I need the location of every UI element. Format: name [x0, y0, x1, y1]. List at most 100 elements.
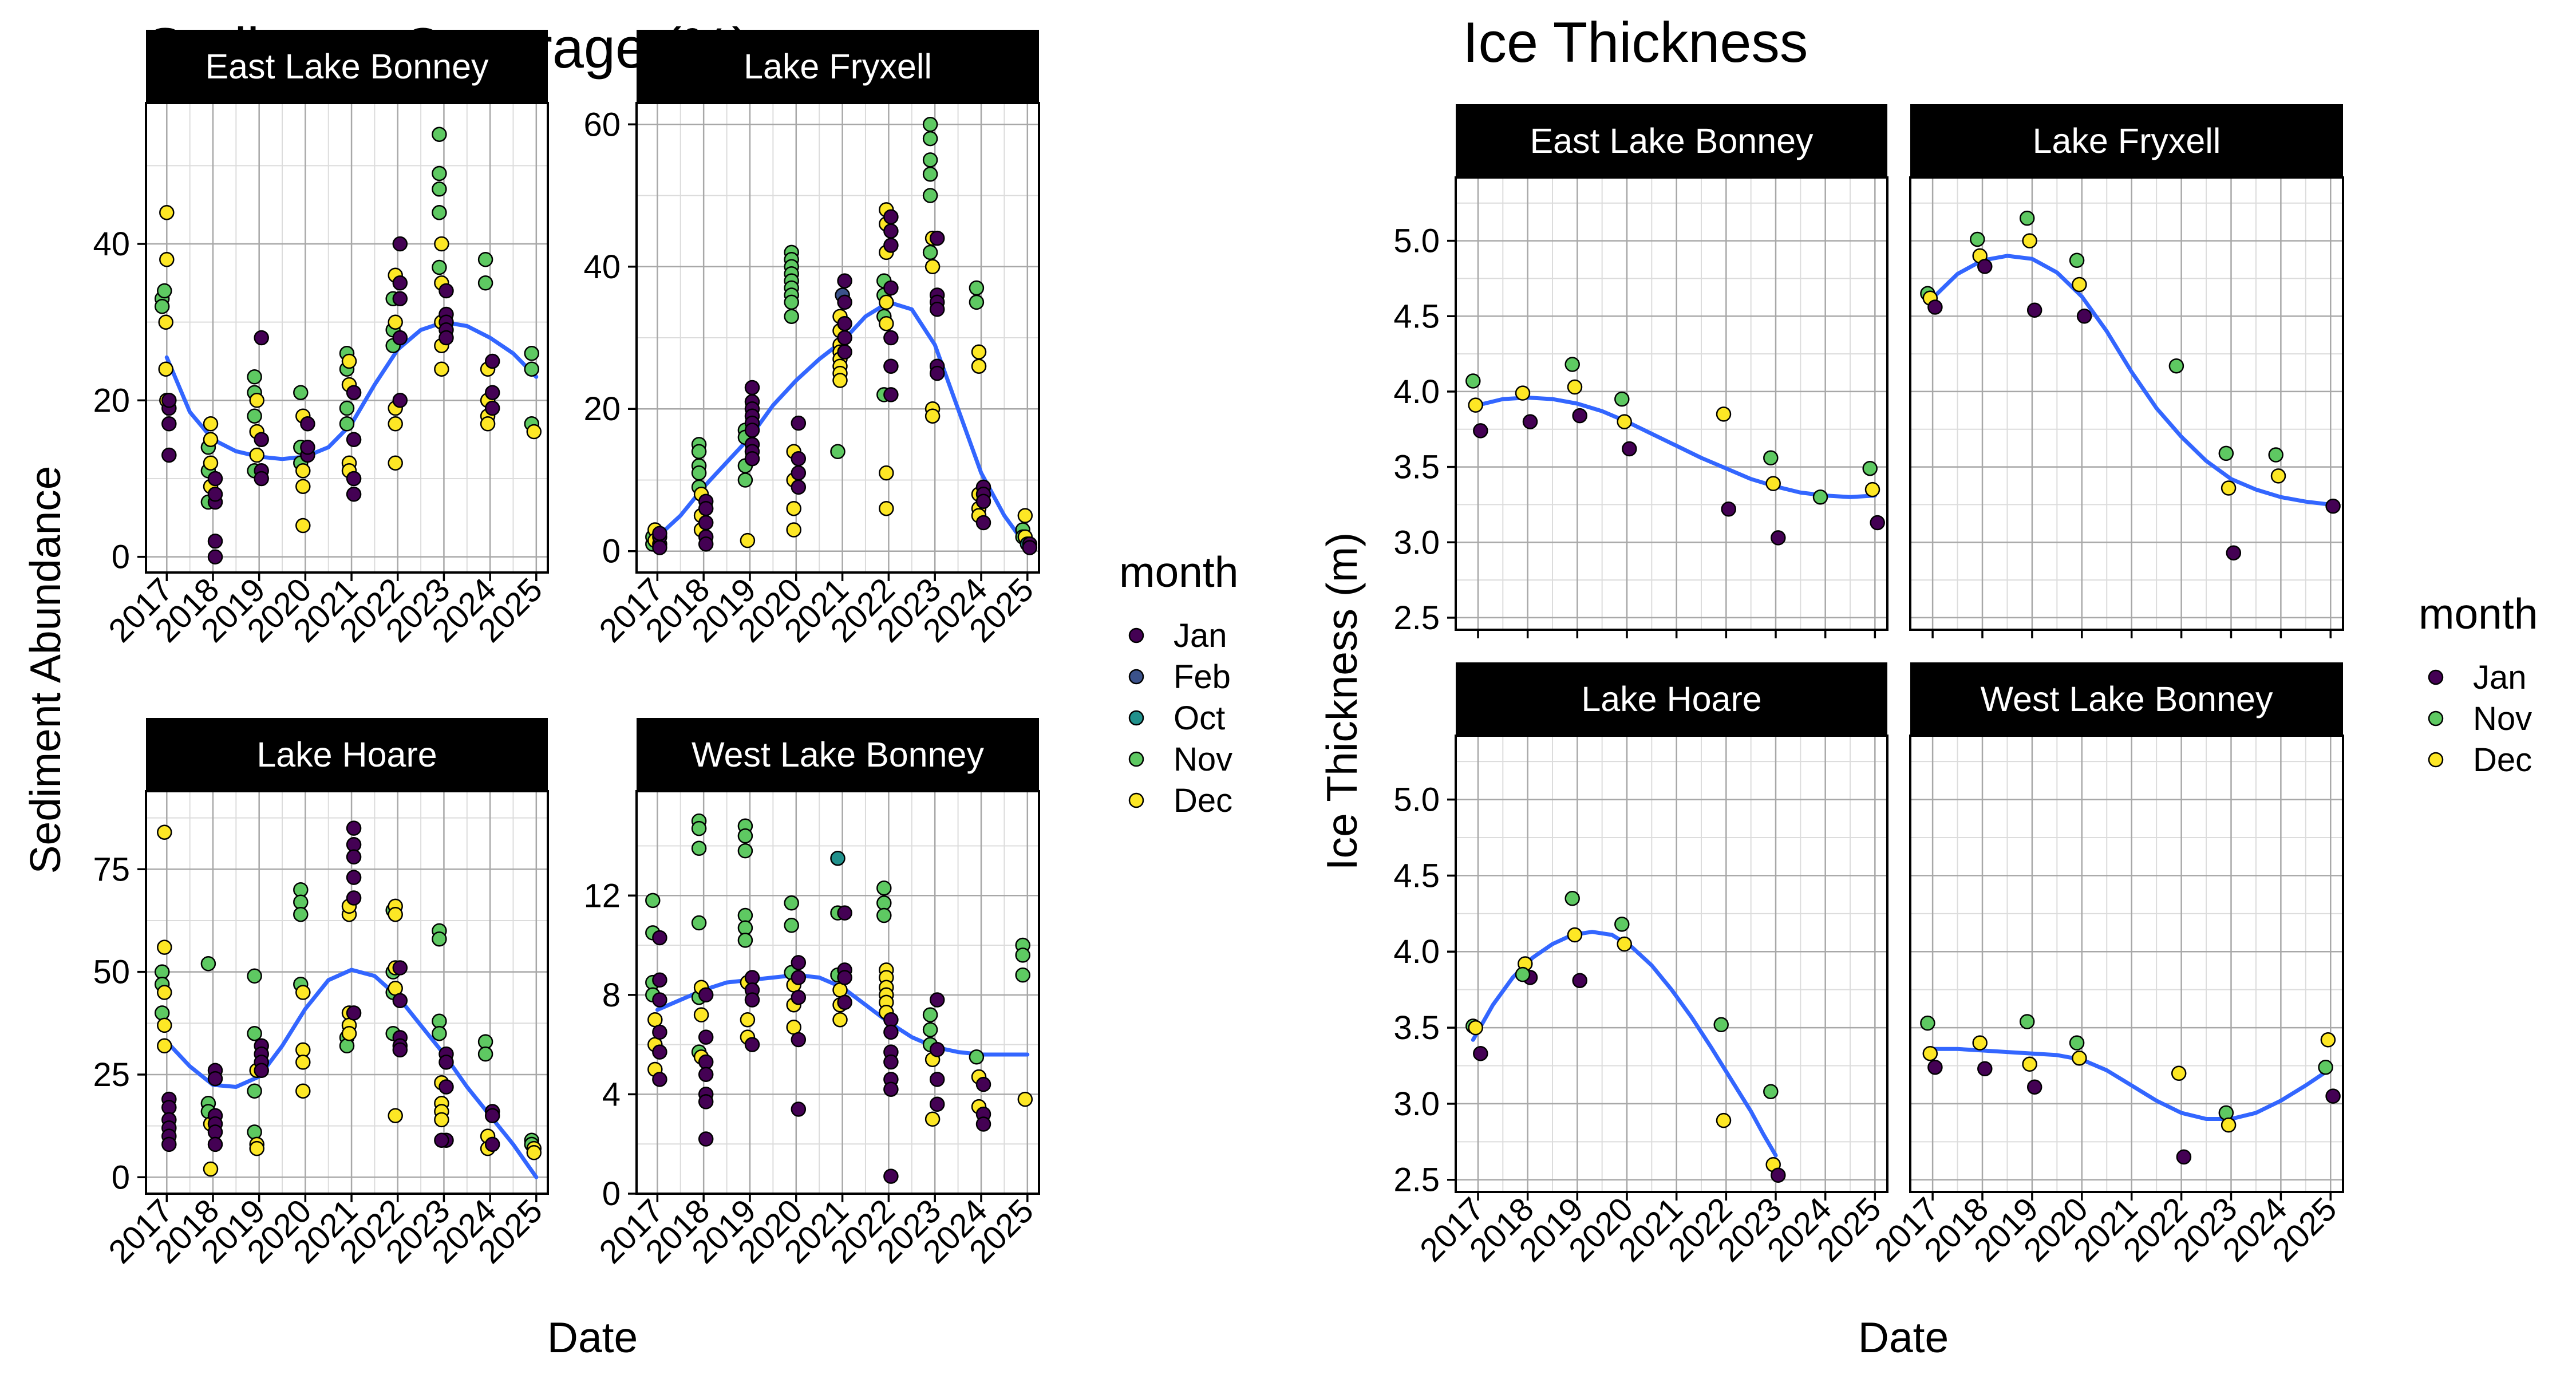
- sediment-lake-hoare-point-nov: [200, 956, 216, 972]
- sediment-lake-fryxell-y-tick-label: 40: [583, 248, 621, 286]
- ice-west-lake-bonney-panel-border: [1909, 735, 2344, 1193]
- sediment-east-lake-bonney-y-tick-label: 20: [93, 382, 130, 419]
- ice-west-lake-bonney-point-dec: [2221, 1117, 2237, 1133]
- sediment-lake-fryxell-point-jan: [744, 423, 760, 438]
- sediment-west-lake-bonney-point-nov: [876, 880, 892, 896]
- sediment-east-lake-bonney-point-dec: [480, 416, 496, 432]
- sediment-legend-item-oct: Oct: [1128, 700, 1225, 737]
- sediment-lake-fryxell-point-jan: [791, 415, 807, 431]
- ice-lake-fryxell-strip: Lake Fryxell: [1910, 104, 2343, 177]
- sediment-east-lake-bonney-point-dec: [295, 463, 311, 479]
- sediment-lake-hoare-point-dec: [434, 1112, 449, 1128]
- sediment-lake-hoare-point-dec: [157, 1038, 172, 1054]
- sediment-east-lake-bonney-point-jan: [254, 432, 269, 447]
- sediment-lake-hoare-panel-border: [145, 790, 549, 1195]
- sediment-west-lake-bonney-point-jan: [652, 972, 667, 988]
- sediment-lake-fryxell-point-jan: [929, 230, 945, 246]
- sediment-lake-hoare-point-jan: [438, 1079, 454, 1095]
- sediment-lake-hoare-point-dec: [157, 824, 172, 840]
- sediment-east-lake-bonney-point-jan: [161, 447, 177, 463]
- sediment-lake-hoare-point-jan: [207, 1071, 223, 1087]
- sediment-west-lake-bonney-point-nov: [691, 840, 707, 856]
- sediment-west-lake-bonney-point-jan: [791, 955, 807, 970]
- sediment-west-lake-bonney-point-jan: [652, 1044, 667, 1060]
- sediment-east-lake-bonney-point-jan: [207, 534, 223, 549]
- sediment-west-lake-bonney-point-jan: [744, 1037, 760, 1052]
- sediment-lake-hoare-point-nov: [247, 1083, 262, 1099]
- ice-legend-key-nov: [2428, 710, 2444, 727]
- sediment-west-lake-bonney-point-dec: [740, 1012, 756, 1028]
- sediment-lake-hoare-point-jan: [484, 1136, 500, 1152]
- ice-east-lake-bonney-point-nov: [1564, 357, 1580, 372]
- sediment-lake-fryxell-point-nov: [922, 166, 938, 182]
- ice-lake-fryxell-point-dec: [2072, 277, 2087, 293]
- sediment-east-lake-bonney-panel-border: [145, 102, 549, 574]
- sediment-lake-fryxell-strip-label: Lake Fryxell: [744, 47, 932, 86]
- sediment-east-lake-bonney-point-dec: [388, 455, 403, 471]
- ice-east-lake-bonney-point-nov: [1862, 460, 1878, 476]
- ice-east-lake-bonney-point-nov: [1465, 373, 1481, 389]
- sediment-lake-fryxell-point-dec: [879, 315, 894, 331]
- sediment-legend-item-jan: Jan: [1128, 617, 1227, 654]
- ice-lake-hoare-point-nov: [1614, 917, 1630, 932]
- ice-lake-hoare-strip-label: Lake Hoare: [1581, 680, 1761, 718]
- sediment-legend-item-nov: Nov: [1128, 741, 1232, 778]
- ice-west-lake-bonney-strip: West Lake Bonney: [1910, 662, 2343, 736]
- sediment-lake-fryxell-point-jan: [698, 500, 714, 516]
- ice-east-lake-bonney-point-nov: [1614, 391, 1630, 407]
- ice-east-lake-bonney-point-dec: [1567, 379, 1583, 395]
- ice-figure-title: Ice Thickness: [1463, 10, 1808, 74]
- sediment-west-lake-bonney-point-jan: [698, 987, 714, 1003]
- sediment-west-lake-bonney-point-dec: [1017, 1091, 1033, 1107]
- sediment-west-lake-bonney-point-jan: [975, 1076, 991, 1092]
- sediment-lake-fryxell-point-jan: [975, 493, 991, 510]
- sediment-lake-hoare-point-nov: [339, 1038, 355, 1054]
- sediment-lake-hoare-point-dec: [295, 1055, 311, 1070]
- sediment-lake-fryxell-point-nov: [922, 117, 938, 132]
- sediment-east-lake-bonney-point-nov: [432, 127, 447, 142]
- ice-lake-fryxell-point-nov: [1970, 231, 1985, 247]
- ice-west-lake-bonney-point-nov: [2218, 1105, 2234, 1121]
- ice-east-lake-bonney-strip: East Lake Bonney: [1456, 104, 1887, 177]
- sediment-west-lake-bonney-point-jan: [883, 1024, 899, 1040]
- sediment-east-lake-bonney-point-nov: [432, 165, 447, 181]
- sediment-lake-fryxell-point-dec: [971, 358, 987, 374]
- ice-lake-fryxell-point-nov: [2218, 445, 2234, 461]
- sediment-west-lake-bonney-point-jan: [652, 1024, 667, 1040]
- sediment-x-axis-title: Date: [547, 1313, 638, 1361]
- ice-lake-fryxell-point-nov: [2019, 210, 2035, 226]
- ice-lake-fryxell-point-jan: [2076, 309, 2092, 324]
- sediment-west-lake-bonney-y-tick-label: 4: [602, 1076, 621, 1113]
- sediment-east-lake-bonney-point-dec: [203, 416, 219, 432]
- ice-lake-fryxell-point-jan: [2325, 498, 2341, 514]
- sediment-lake-hoare-point-jan: [346, 820, 362, 836]
- sediment-lake-hoare-point-dec: [388, 906, 403, 922]
- sediment-west-lake-bonney-point-jan: [883, 1054, 899, 1070]
- sediment-lake-fryxell-point-dec: [832, 373, 848, 388]
- sediment-west-lake-bonney-point-nov: [1015, 967, 1030, 983]
- sediment-legend-label-oct: Oct: [1174, 700, 1225, 737]
- sediment-west-lake-bonney-point-nov: [691, 820, 707, 836]
- sediment-west-lake-bonney-point-nov: [784, 918, 799, 933]
- sediment-west-lake-bonney-point-dec: [832, 982, 848, 998]
- ice-lake-hoare-panel-border: [1455, 735, 1888, 1193]
- sediment-west-lake-bonney-panel: West Lake Bonney 0 4 8 12 2017201820192020202…: [583, 718, 1041, 1270]
- sediment-lake-fryxell-point-dec: [879, 465, 894, 481]
- sediment-lake-hoare-point-nov: [154, 1005, 170, 1021]
- sediment-lake-hoare-point-nov: [293, 906, 309, 922]
- sediment-west-lake-bonney-point-jan: [929, 1096, 945, 1112]
- sediment-east-lake-bonney-point-dec: [159, 205, 175, 220]
- sediment-lake-hoare-point-nov: [432, 1025, 447, 1041]
- sediment-legend-title: month: [1119, 548, 1238, 596]
- sediment-east-lake-bonney-point-dec: [388, 314, 403, 330]
- sediment-west-lake-bonney-point-nov: [691, 915, 707, 931]
- sediment-lake-fryxell-point-jan: [837, 330, 852, 346]
- sediment-lake-hoare-point-jan: [346, 849, 362, 865]
- sediment-lake-hoare-point-dec: [388, 1108, 403, 1123]
- ice-lake-fryxell-points: [1920, 210, 2341, 560]
- ice-lake-fryxell-point-jan: [2026, 302, 2042, 318]
- sediment-lake-fryxell-panel-border: [635, 102, 1040, 574]
- sediment-east-lake-bonney-point-nov: [432, 205, 447, 220]
- sediment-west-lake-bonney-point-jan: [698, 1029, 714, 1045]
